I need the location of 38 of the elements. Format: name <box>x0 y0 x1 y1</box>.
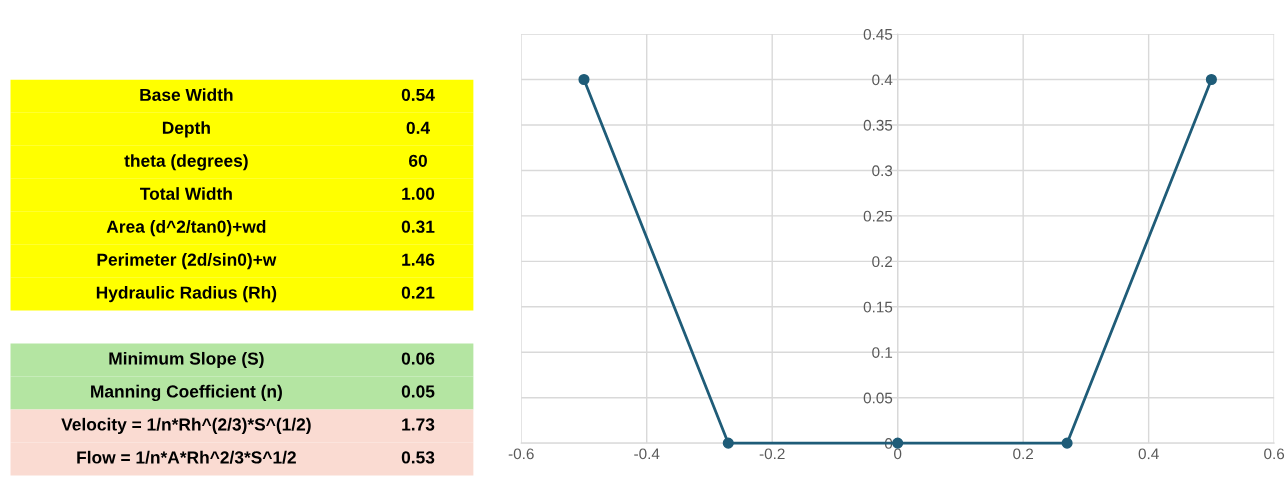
y-tick-label: 0.2 <box>872 256 893 268</box>
text: Hydraulic Radius (Rh) <box>96 286 277 303</box>
text: Perimeter (2d/sin0)+w <box>97 253 277 270</box>
text: 0.06 <box>401 352 435 365</box>
text: 0.05 <box>401 385 435 398</box>
text: Minimum Slope (S) <box>109 351 264 369</box>
x-tick-label: -0.2 <box>759 448 785 460</box>
y-tick-label: 0.1 <box>872 347 893 358</box>
y-tick-label: 0.25 <box>863 210 893 222</box>
x-tick-label: -0.6 <box>508 448 534 460</box>
x-tick-label: 0.4 <box>1138 448 1159 460</box>
text: 1.00 <box>402 187 435 200</box>
x-tick-label: 0 <box>894 448 902 460</box>
x-tick-label: -0.4 <box>634 448 660 460</box>
text: Total Width <box>140 187 232 200</box>
text: 1.46 <box>402 253 435 266</box>
text: 0.4 <box>406 121 430 134</box>
text: 0.54 <box>401 88 435 102</box>
text: Velocity = 1/n*Rh^(2/3)*S^(1/2) <box>61 417 311 435</box>
text: Area (d^2/tan0)+wd <box>106 220 266 237</box>
text: Manning Coefficient (n) <box>91 384 282 402</box>
text: Flow = 1/n*A*Rh^2/3*S^1/2 <box>77 450 296 464</box>
text: Base Width <box>140 88 233 102</box>
x-tick-label: 0.6 <box>1264 448 1285 460</box>
x-tick-label: 0.2 <box>1013 448 1034 460</box>
text: 0.31 <box>401 220 435 233</box>
text: 0.53 <box>401 451 435 464</box>
text: Depth <box>162 121 210 138</box>
y-tick-label: 0.45 <box>863 28 893 40</box>
text: 0.21 <box>401 286 435 299</box>
y-tick-label: 0.4 <box>872 74 893 86</box>
y-tick-label: 0.3 <box>872 165 893 177</box>
y-tick-label: 0.15 <box>863 301 893 313</box>
text: 1.73 <box>402 418 435 431</box>
y-tick-label: 0.05 <box>863 392 893 404</box>
text: 60 <box>409 154 427 167</box>
text: theta (degrees) <box>124 154 248 171</box>
y-tick-label: 0.35 <box>863 119 893 131</box>
